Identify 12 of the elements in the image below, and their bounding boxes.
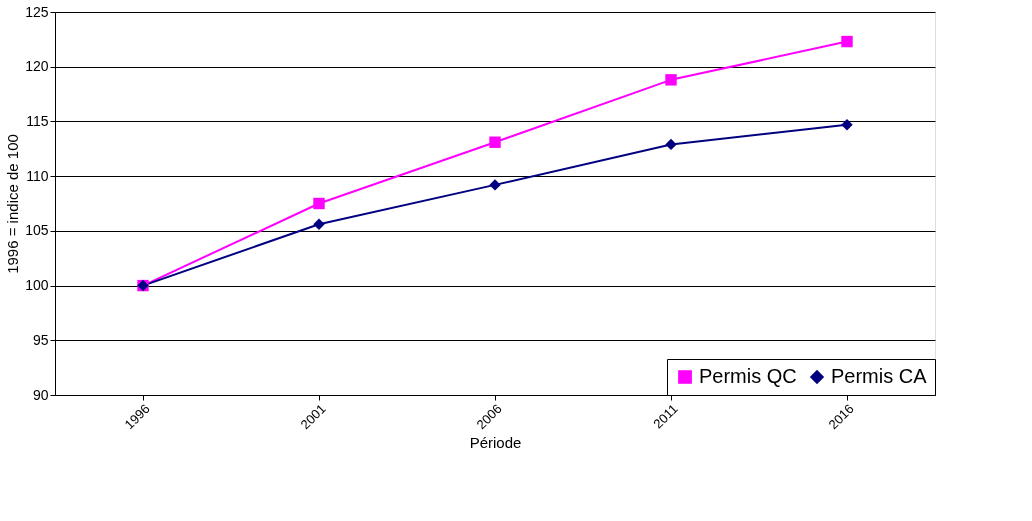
y-tick-label: 105: [25, 222, 49, 239]
y-tick-label: 90: [32, 386, 49, 403]
y-tick-label: 125: [25, 3, 49, 20]
legend-label: Permis QC: [699, 365, 797, 387]
y-tick-label: 100: [25, 277, 49, 294]
y-tick-label: 120: [25, 58, 49, 75]
y-tick-label: 115: [26, 112, 49, 129]
x-axis-title: Période: [469, 434, 522, 452]
y-tick-label: 95: [32, 331, 49, 348]
y-axis-title: 1996 = indice de 100: [4, 134, 22, 274]
y-tick-label: 110: [26, 167, 49, 184]
legend-label: Permis CA: [831, 365, 928, 387]
